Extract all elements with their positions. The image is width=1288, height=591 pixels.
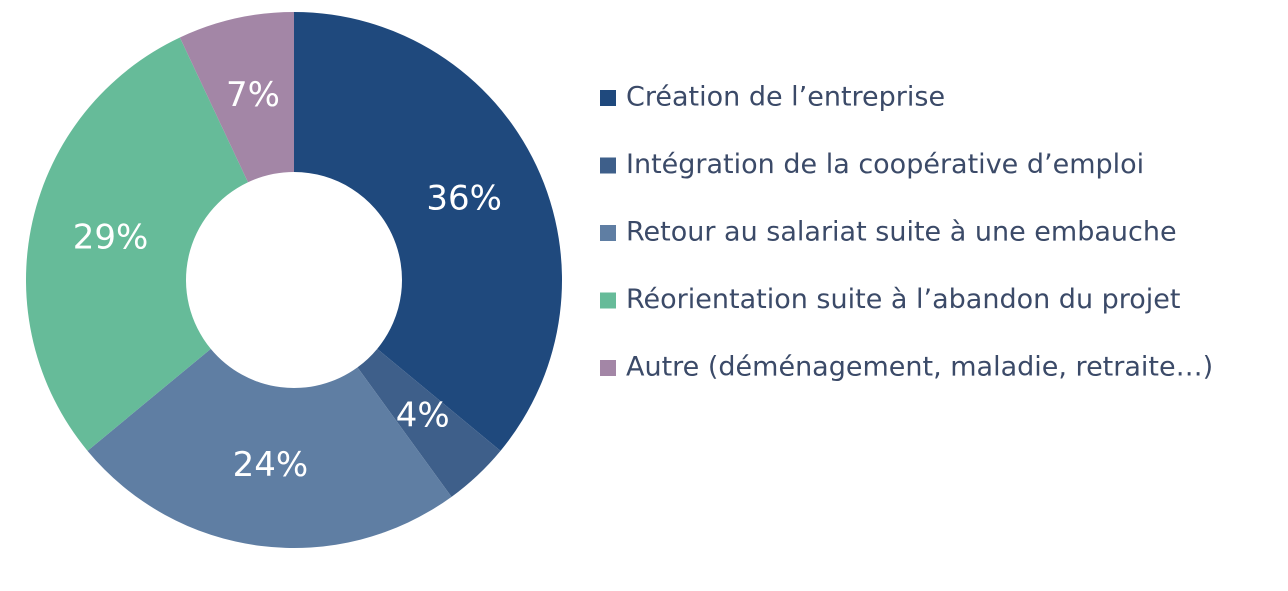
legend-swatch (600, 292, 616, 309)
legend-label: Intégration de la coopérative d’emploi (626, 149, 1144, 180)
donut-slice (179, 11, 294, 183)
legend-label: Réorientation suite à l’abandon du proje… (626, 284, 1181, 315)
legend-label: Création de l’entreprise (626, 82, 945, 113)
donut-slice (294, 12, 562, 451)
legend-swatch (600, 225, 616, 241)
legend-label: Autre (déménagement, maladie, retraite…) (626, 352, 1213, 383)
data-label: 36% (426, 178, 502, 218)
legend-swatch (600, 360, 616, 376)
legend-swatch (600, 90, 616, 106)
data-label: 4% (396, 396, 450, 436)
legend-label: Retour au salariat suite à une embauche (626, 217, 1177, 248)
data-label: 29% (73, 217, 149, 257)
legend-swatch (600, 157, 616, 174)
donut-slice (25, 37, 249, 451)
data-label: 24% (233, 445, 309, 485)
data-label: 7% (226, 75, 280, 115)
donut-slice (357, 348, 501, 497)
donut-slice (87, 348, 452, 548)
